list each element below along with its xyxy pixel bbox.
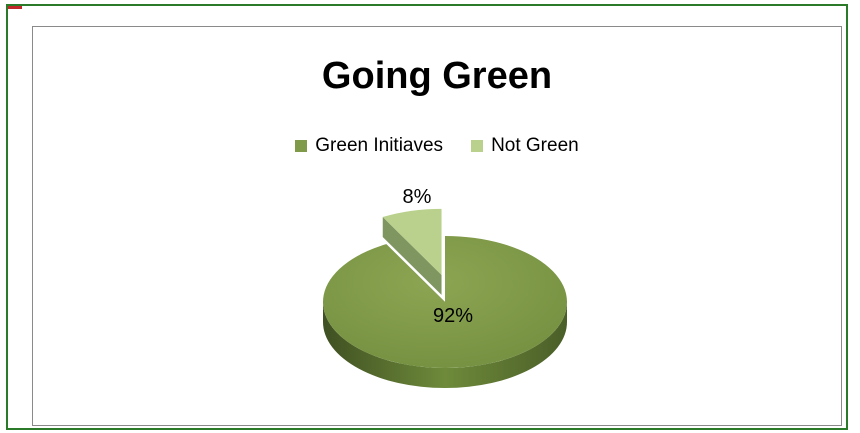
pie-label-green-initiaves: 92%	[433, 305, 473, 327]
chart-legend: Green Initiaves Not Green	[33, 135, 841, 157]
pie-label-not-green: 8%	[403, 186, 432, 208]
legend-item-green-initiaves: Green Initiaves	[295, 135, 443, 157]
corner-mark	[8, 6, 22, 9]
chart-title: Going Green	[321, 55, 553, 97]
chart-area: Going Green Green Initiaves Not Green	[32, 26, 842, 426]
legend-swatch-green-initiaves	[295, 140, 308, 152]
pie-slice-green-initiaves	[322, 236, 567, 368]
legend-item-not-green: Not Green	[471, 135, 579, 157]
outer-frame: Going Green Green Initiaves Not Green	[6, 4, 848, 430]
legend-label-not-green: Not Green	[491, 135, 579, 156]
pie-slice-green-initiaves-side	[323, 302, 567, 388]
legend-swatch-not-green	[471, 140, 484, 152]
pie-slice-not-green	[382, 208, 442, 275]
pie-chart: 92% 8%	[322, 186, 567, 388]
pie-slice-not-green-side	[382, 217, 442, 295]
legend-label-green-initiaves: Green Initiaves	[315, 135, 444, 156]
